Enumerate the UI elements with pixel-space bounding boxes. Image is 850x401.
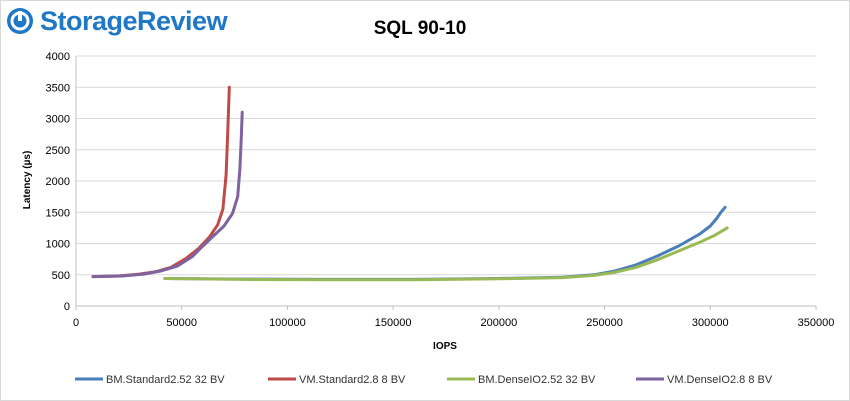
brand-name: StorageReview [40, 5, 228, 36]
y-tick-label: 0 [64, 301, 70, 313]
brand-logo: StorageReview [6, 4, 228, 38]
y-tick-label: 500 [52, 270, 70, 282]
series-line-2 [91, 85, 231, 279]
y-tick-label: 1000 [46, 239, 70, 251]
y-tick-label: 1500 [46, 207, 70, 219]
y-tick-label: 2500 [46, 145, 70, 157]
x-tick-label: 350000 [798, 317, 835, 329]
chart-axes: 0 500 1000 1500 2000 2500 3000 3500 4000 0 50000 10… [46, 51, 835, 329]
legend-label: BM.Standard2.52 32 BV [106, 374, 225, 386]
chart-legend: BM.Standard2.52 32 BV VM.Standard2.8 8 BV… [75, 374, 773, 386]
x-tick-label: 50000 [166, 317, 197, 329]
legend-label: VM.Standard2.8 8 BV [299, 374, 406, 386]
x-axis-label: IOPS [433, 341, 457, 352]
y-tick-label: 3500 [46, 82, 70, 94]
x-tick-label: 250000 [586, 317, 623, 329]
x-tick-label: 100000 [269, 317, 306, 329]
y-tick-label: 2000 [46, 176, 70, 188]
chart-series [91, 85, 729, 282]
series-line-4 [91, 110, 244, 279]
series-line-3 [163, 226, 729, 282]
chart-grid [76, 55, 816, 307]
y-tick-label: 4000 [46, 51, 70, 63]
storagereview-logo-icon [7, 8, 33, 34]
chart-title: SQL 90-10 [374, 18, 467, 39]
x-tick-label: 300000 [692, 317, 729, 329]
y-tick-label: 3000 [46, 114, 70, 126]
x-tick-label: 150000 [375, 317, 412, 329]
legend-label: BM.DenseIO2.52 32 BV [478, 374, 596, 386]
x-tick-label: 200000 [480, 317, 517, 329]
x-tick-label: 0 [73, 317, 79, 329]
y-axis-label: Latency (µs) [22, 151, 33, 210]
legend-label: VM.DenseIO2.8 8 BV [667, 374, 773, 386]
